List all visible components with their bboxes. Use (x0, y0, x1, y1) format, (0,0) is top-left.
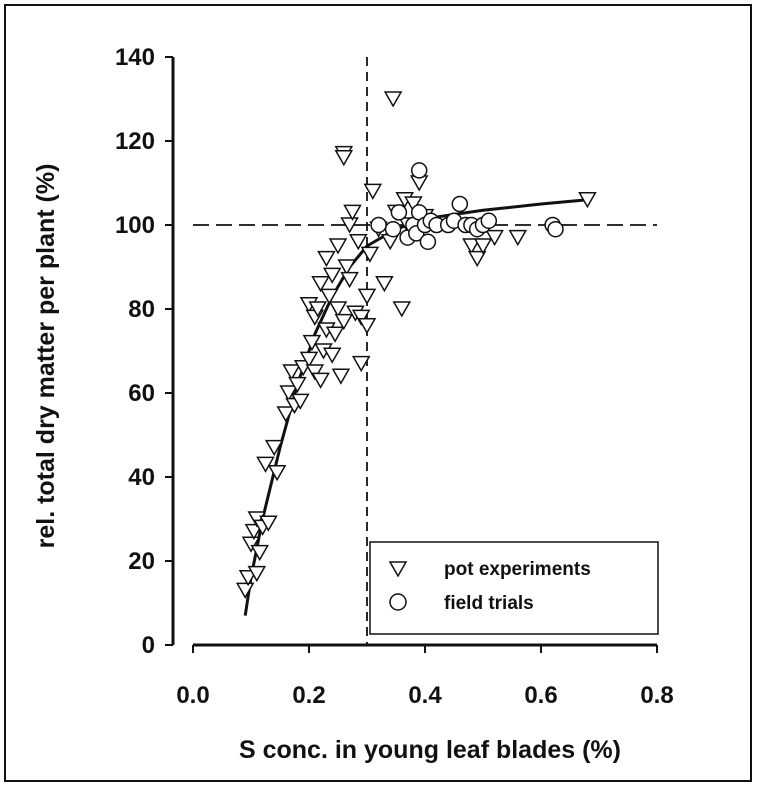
pot-experiment-point (337, 259, 356, 276)
fit-curve (243, 198, 588, 616)
pot-experiment-point (328, 301, 348, 318)
legend-box (369, 541, 659, 635)
pot-experiment-point (244, 523, 264, 541)
pot-experiment-point (462, 238, 481, 255)
y-tick-label: 100 (115, 212, 155, 239)
pot-experiment-point (250, 544, 269, 562)
pot-experiment-point (305, 364, 325, 381)
field-trial-point (390, 204, 408, 221)
legend-label-field-trials: field trials (444, 593, 534, 614)
tick-labels: 0.0 0.2 0.4 0.6 0.8 0 20 40 60 80 100 120 140 (115, 44, 674, 709)
pot-experiment-point (357, 318, 377, 335)
figure-frame: 0.0 0.2 0.4 0.6 0.8 0 20 40 60 80 100 120 140 pot ex… (4, 4, 752, 782)
pot-experiment-point (264, 439, 284, 457)
pot-experiment-point (375, 276, 394, 293)
legend-label-pot-experiments: pot experiments (444, 559, 591, 580)
legend-marker-circle (389, 593, 407, 611)
pot-experiment-point (340, 271, 359, 289)
pot-experiment-point (328, 238, 348, 255)
pot-experiment-point (485, 229, 504, 247)
pot-experiment-point (383, 91, 403, 108)
pot-experiment-point (360, 246, 380, 263)
x-axis-label: S conc. in young leaf blades (%) (239, 736, 621, 764)
pot-experiment-point (404, 196, 423, 213)
pot-experiment-point (325, 326, 345, 343)
pot-experiment-point (311, 276, 330, 293)
pot-experiment-point (291, 393, 310, 410)
pot-experiment-point (317, 250, 336, 268)
pot-experiment-point (363, 183, 383, 200)
scatter-chart: 0.0 0.2 0.4 0.6 0.8 0 20 40 60 80 100 120 140 pot ex… (32, 44, 674, 764)
x-tick-label: 0.4 (408, 682, 442, 709)
y-tick-label: 60 (128, 380, 155, 407)
pot-experiment-point (322, 267, 342, 284)
pot-experiment-point (241, 536, 261, 553)
y-axis-label: rel. total dry matter per plant (%) (32, 164, 60, 549)
y-tick-label: 120 (115, 128, 155, 155)
pot-experiment-point (235, 582, 255, 599)
field-trial-point (480, 212, 498, 230)
field-trial-point (384, 220, 402, 238)
pot-experiment-point (288, 376, 307, 394)
pot-experiment-point (578, 192, 597, 209)
pot-experiment-point (340, 217, 359, 234)
pot-experiment-point (259, 515, 278, 532)
y-tick-label: 20 (128, 548, 155, 575)
field-trial-point (547, 220, 564, 238)
pot-experiment-point (247, 565, 267, 583)
data-points (235, 91, 597, 599)
pot-experiment-point (349, 234, 368, 251)
field-trial-point (370, 216, 387, 234)
legend: pot experiments field trials (369, 541, 659, 635)
x-tick-label: 0.8 (640, 682, 673, 709)
pot-experiment-point (334, 150, 354, 167)
pot-experiment-point (322, 347, 342, 364)
pot-experiment-point (276, 406, 296, 423)
field-trial-point (451, 195, 469, 213)
pot-experiment-point (343, 204, 362, 221)
field-trial-point (419, 233, 437, 251)
y-tick-label: 140 (115, 44, 155, 71)
y-tick-label: 80 (128, 296, 155, 323)
fit-curve-group (243, 198, 588, 616)
x-tick-label: 0.2 (292, 682, 325, 709)
pot-experiment-point (392, 301, 412, 318)
pot-experiment-point (302, 334, 322, 352)
axes (165, 56, 658, 653)
y-tick-label: 0 (142, 632, 155, 659)
pot-experiment-point (357, 288, 377, 305)
pot-experiment-point (311, 372, 330, 389)
pot-experiment-point (282, 364, 301, 381)
x-tick-label: 0.6 (524, 682, 557, 709)
pot-experiment-point (320, 288, 339, 305)
pot-experiment-point (508, 229, 528, 247)
pot-experiment-point (334, 313, 354, 331)
pot-experiment-point (279, 385, 298, 402)
pot-experiment-point (308, 301, 327, 318)
pot-experiment-point (331, 368, 351, 385)
pot-experiment-point (267, 465, 287, 482)
y-tick-label: 40 (128, 464, 155, 491)
field-trial-point (410, 162, 428, 179)
pot-experiment-point (299, 351, 319, 368)
pot-experiment-point (351, 309, 371, 326)
x-tick-label: 0.0 (176, 682, 209, 709)
pot-experiment-point (473, 238, 493, 255)
legend-marker-triangle (388, 561, 408, 578)
pot-experiment-point (238, 570, 258, 587)
pot-experiment-point (351, 355, 371, 373)
pot-experiment-point (467, 250, 487, 268)
pot-experiment-point (256, 456, 275, 473)
